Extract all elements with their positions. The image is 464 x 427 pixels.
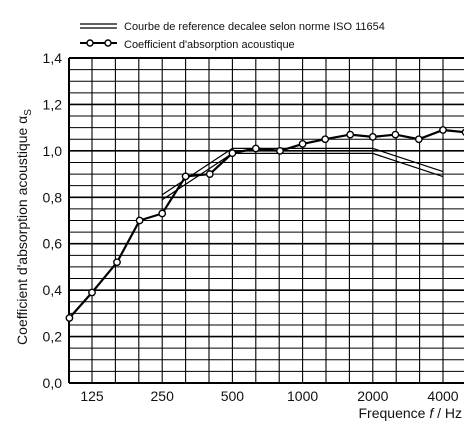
legend-marker-absorption [86, 39, 94, 47]
legend-label-absorption: Coefficient d'absorption acoustique [124, 39, 295, 51]
y-tick-label: 0,4 [43, 282, 63, 298]
y-tick-label: 1,2 [43, 96, 63, 112]
x-axis-title-variable: f [429, 405, 435, 421]
legend-item-reference: Courbe de reference decalee selon norme … [80, 21, 385, 33]
x-tick-labels: 125 250 500 1000 2000 4000 [80, 388, 458, 404]
grid [69, 57, 464, 384]
absorption-line [68, 128, 464, 319]
y-axis-title-subscript: S [23, 109, 34, 116]
absorption-point [251, 144, 260, 153]
absorption-point [346, 130, 355, 139]
absorption-point [391, 130, 400, 139]
absorption-point [88, 288, 96, 297]
absorption-point [158, 209, 167, 218]
absorption-point [228, 149, 237, 158]
absorption-point [439, 126, 447, 134]
reference-line-lower [161, 152, 444, 201]
legend: Courbe de reference decalee selon norme … [80, 21, 385, 51]
x-tick-label: 250 [151, 388, 175, 404]
absorption-point [414, 135, 423, 144]
x-tick-label: 2000 [357, 388, 388, 404]
x-axis-title-main: Frequence [359, 405, 430, 421]
y-tick-label: 1,0 [43, 143, 63, 159]
absorption-point [181, 172, 190, 181]
absorption-point [276, 146, 284, 155]
x-axis-title: Frequence f / Hz [359, 405, 463, 421]
y-tick-label: 0,2 [43, 329, 63, 345]
x-tick-label: 1000 [287, 388, 318, 404]
absorption-point [135, 216, 144, 225]
absorption-point [368, 133, 377, 141]
reference-curve-series [161, 147, 444, 201]
y-axis-title-main: Coefficient d'absorption acoustique α [14, 116, 30, 345]
x-tick-label: 500 [221, 388, 245, 404]
reference-line-upper [161, 147, 444, 196]
absorption-point [113, 258, 121, 267]
y-axis-title: Coefficient d'absorption acoustique αS [14, 109, 34, 345]
legend-label-reference: Courbe de reference decalee selon norme … [124, 21, 385, 33]
plot-frame [68, 57, 464, 384]
absorption-series [65, 126, 464, 322]
y-tick-label: 0,6 [43, 236, 63, 252]
legend-marker-absorption-2 [104, 39, 112, 47]
x-tick-label: 4000 [427, 388, 458, 404]
y-tick-label: 1,4 [43, 50, 63, 66]
legend-item-absorption: Coefficient d'absorption acoustique [80, 39, 295, 51]
absorption-point [321, 135, 330, 144]
absorption-point [205, 170, 214, 178]
y-tick-labels: 0,0 0,2 0,4 0,6 0,8 1,0 1,2 1,4 [43, 50, 63, 391]
absorption-point [298, 139, 307, 148]
y-tick-label: 0,8 [43, 189, 63, 205]
y-tick-label: 0,0 [43, 375, 63, 391]
x-axis-title-unit: / Hz [433, 405, 462, 421]
x-tick-label: 125 [80, 388, 104, 404]
absorption-point [65, 314, 74, 322]
